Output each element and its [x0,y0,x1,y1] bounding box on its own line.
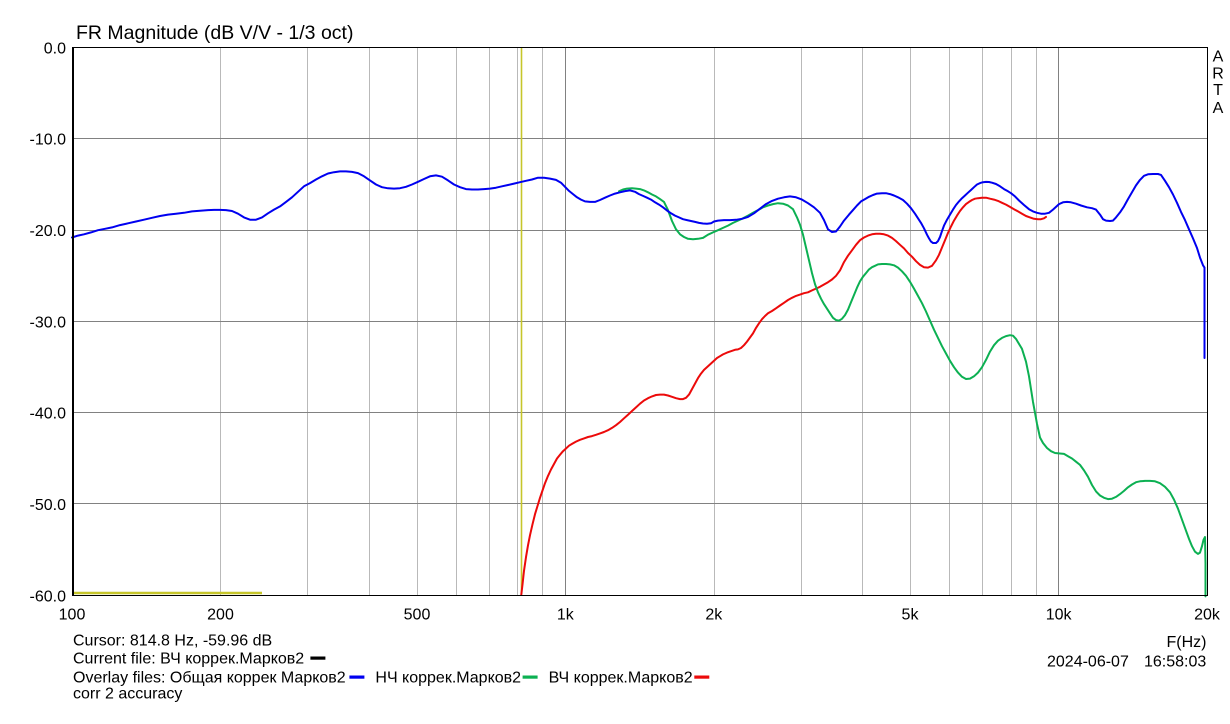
svg-text:Cursor: 814.8 Hz, -59.96 dB: Cursor: 814.8 Hz, -59.96 dB [73,632,272,649]
svg-text:-10.0: -10.0 [30,132,67,149]
svg-text:0.0: 0.0 [44,40,66,57]
svg-text:A: A [1213,49,1224,66]
svg-text:1k: 1k [557,607,575,624]
svg-text:F(Hz): F(Hz) [1167,634,1207,651]
svg-text:НЧ коррек.Марков2: НЧ коррек.Марков2 [375,670,521,687]
svg-text:200: 200 [207,607,234,624]
svg-text:2k: 2k [705,607,723,624]
svg-text:A: A [1213,100,1224,117]
svg-text:-50.0: -50.0 [30,497,67,514]
svg-text:FR Magnitude (dB V/V - 1/3 oct: FR Magnitude (dB V/V - 1/3 oct) [76,22,353,44]
svg-text:R: R [1212,66,1224,83]
svg-text:16:58:03: 16:58:03 [1144,654,1206,671]
svg-text:500: 500 [404,607,431,624]
svg-text:5k: 5k [902,607,920,624]
svg-text:Overlay files: Общая коррек Ма: Overlay files: Общая коррек Марков2 [73,670,346,687]
svg-text:T: T [1213,82,1223,99]
svg-text:ВЧ коррек.Марков2: ВЧ коррек.Марков2 [549,670,693,687]
svg-text:100: 100 [59,607,86,624]
svg-text:-20.0: -20.0 [30,223,67,240]
svg-text:10k: 10k [1046,607,1073,624]
svg-text:corr 2 accuracy: corr 2 accuracy [73,686,182,703]
svg-text:20k: 20k [1194,607,1221,624]
svg-text:-30.0: -30.0 [30,314,67,331]
svg-text:-60.0: -60.0 [30,588,67,605]
svg-text:-40.0: -40.0 [30,406,67,423]
svg-text:2024-06-07: 2024-06-07 [1047,654,1129,671]
svg-text:Current file: ВЧ коррек.Марков: Current file: ВЧ коррек.Марков2 [73,651,304,668]
